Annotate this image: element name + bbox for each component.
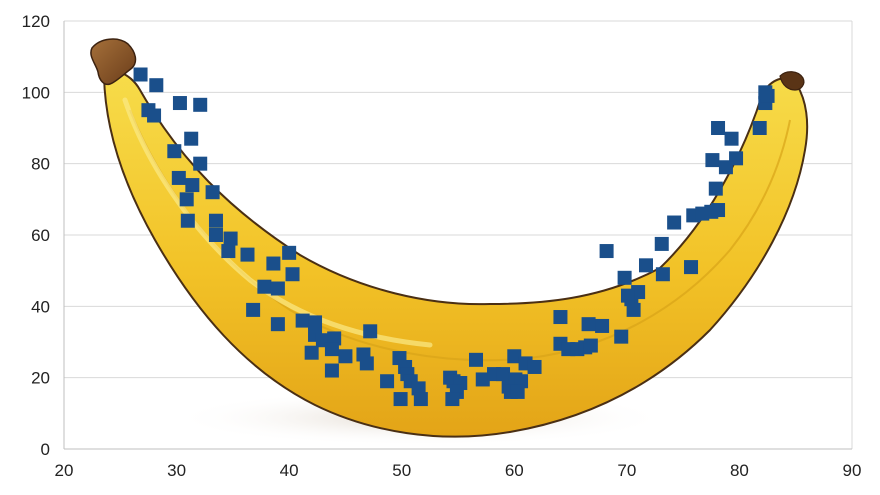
data-point (324, 342, 339, 357)
data-point (705, 153, 720, 168)
data-point (184, 131, 199, 146)
data-point (327, 331, 342, 346)
y-tick-label: 0 (41, 440, 50, 459)
data-point (180, 213, 195, 228)
data-point (359, 356, 374, 371)
x-tick-label: 50 (392, 461, 411, 480)
data-point (724, 131, 739, 146)
data-point (147, 108, 162, 123)
y-tick-label: 60 (31, 226, 50, 245)
data-point (583, 338, 598, 353)
data-point (223, 231, 238, 246)
data-point (595, 318, 610, 333)
data-point (270, 281, 285, 296)
data-point (133, 67, 148, 82)
data-point (510, 384, 525, 399)
y-tick-label: 20 (31, 369, 50, 388)
y-tick-label: 40 (31, 297, 50, 316)
x-tick-labels: 20 30 40 50 60 70 80 90 (55, 461, 862, 480)
y-tick-labels: 0 20 40 60 80 100 120 (22, 12, 50, 459)
data-point (553, 310, 568, 325)
data-point (308, 315, 323, 330)
data-point (711, 121, 726, 135)
x-tick-label: 30 (167, 461, 186, 480)
data-point (285, 267, 300, 282)
data-point (620, 288, 635, 303)
data-point (654, 236, 669, 251)
data-point (167, 144, 182, 159)
data-point (208, 228, 223, 242)
data-point (708, 181, 723, 196)
data-point (193, 97, 208, 112)
data-point (626, 302, 641, 317)
data-point (599, 244, 614, 259)
y-tick-label: 80 (31, 155, 50, 174)
data-point (527, 359, 542, 374)
data-point (581, 317, 596, 332)
data-point (507, 349, 522, 364)
data-point (655, 267, 670, 282)
data-point (667, 215, 682, 230)
data-point (324, 363, 339, 378)
data-point (171, 170, 186, 185)
data-point (208, 213, 223, 228)
x-tick-label: 70 (617, 461, 636, 480)
data-point (179, 192, 194, 207)
data-point (149, 78, 164, 93)
x-tick-label: 20 (55, 461, 74, 480)
data-point (614, 329, 629, 344)
y-tick-label: 100 (22, 83, 50, 102)
data-point (205, 185, 220, 200)
x-tick-label: 60 (505, 461, 524, 480)
data-points (133, 67, 775, 407)
data-point (363, 324, 378, 339)
y-tick-label: 120 (22, 12, 50, 31)
data-point (338, 349, 353, 364)
data-point (758, 85, 773, 100)
banana-tip (779, 71, 805, 91)
data-point (270, 317, 285, 332)
banana-body (102, 70, 809, 438)
data-point (711, 203, 726, 218)
data-point (266, 256, 281, 271)
data-point (684, 260, 699, 275)
data-point (193, 156, 208, 171)
data-point (380, 374, 395, 389)
data-point (172, 96, 187, 111)
data-point (295, 313, 310, 328)
data-point (257, 279, 272, 294)
data-point (445, 392, 460, 407)
banana-stem (90, 38, 137, 86)
data-point (752, 121, 767, 135)
data-point (729, 151, 744, 166)
data-point (393, 392, 408, 407)
data-point (246, 302, 261, 317)
data-point (469, 352, 484, 367)
data-point (221, 244, 236, 259)
data-point (413, 392, 428, 407)
data-point (475, 372, 490, 387)
data-point (304, 345, 319, 360)
data-point (240, 247, 255, 262)
data-point (617, 270, 632, 285)
data-point (514, 374, 529, 389)
data-point (496, 367, 511, 382)
x-tick-label: 40 (280, 461, 299, 480)
data-point (411, 381, 426, 396)
data-point (185, 178, 200, 193)
x-tick-label: 80 (730, 461, 749, 480)
data-point (638, 258, 653, 273)
x-tick-label: 90 (843, 461, 862, 480)
data-point (282, 245, 297, 260)
